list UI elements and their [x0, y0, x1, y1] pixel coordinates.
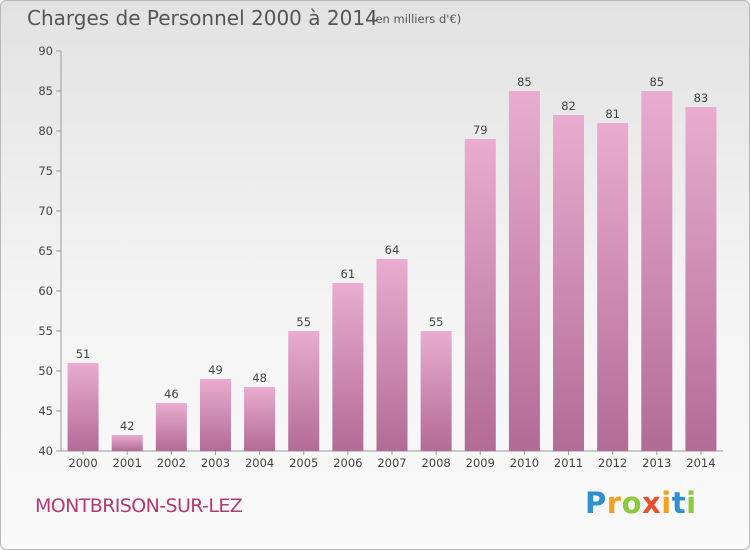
x-tick-label: 2012: [598, 456, 627, 470]
x-tick-label: 2014: [686, 456, 715, 470]
y-tick-label: 50: [38, 364, 53, 378]
x-tick-label: 2001: [113, 456, 142, 470]
y-tick-label: 85: [38, 84, 53, 98]
y-tick-label: 65: [38, 244, 53, 258]
logo-letter: P: [585, 486, 607, 520]
data-labels: 51 42 46 49 48 55 61 64 55 79 85 82 81 85 83: [76, 75, 709, 433]
bar: [553, 115, 585, 451]
y-tick-label: 55: [38, 324, 53, 338]
x-tick-label: 2003: [201, 456, 230, 470]
x-tick-label: 2008: [421, 456, 450, 470]
bar: [288, 331, 320, 451]
data-label: 55: [296, 315, 311, 329]
bar: [464, 139, 496, 451]
data-label: 48: [252, 371, 267, 385]
data-label: 85: [649, 75, 664, 89]
data-label: 49: [208, 363, 223, 377]
y-tick-label: 80: [38, 124, 53, 138]
proxiti-logo: Proxiti: [585, 486, 697, 520]
bar: [244, 387, 276, 451]
commune-name: MONTBRISON-SUR-LEZ: [35, 495, 243, 517]
logo-letter: r: [606, 486, 622, 520]
x-tick-label: 2009: [466, 456, 495, 470]
unit-note: (en milliers d'€): [371, 12, 462, 26]
logo-letter: x: [642, 486, 662, 520]
x-tick-label: 2000: [68, 456, 97, 470]
data-label: 83: [694, 91, 709, 105]
data-label: 85: [517, 75, 532, 89]
y-tick-label: 90: [38, 44, 53, 58]
chart-title: Charges de Personnel 2000 à 2014: [27, 6, 378, 30]
bar: [376, 259, 408, 451]
logo-letter: i: [661, 486, 672, 520]
data-label: 55: [429, 315, 444, 329]
data-label: 81: [605, 107, 620, 121]
bar: [67, 363, 99, 451]
x-tick-label: 2011: [554, 456, 583, 470]
x-tick-label: 2006: [333, 456, 362, 470]
bar: [420, 331, 452, 451]
x-tick-label: 2004: [245, 456, 274, 470]
bar: [641, 91, 673, 451]
y-tick-label: 70: [38, 204, 53, 218]
x-tick-label: 2005: [289, 456, 318, 470]
bar: [332, 283, 364, 451]
y-tick-label: 45: [38, 404, 53, 418]
x-tick-label: 2002: [157, 456, 186, 470]
logo-letter: o: [621, 486, 643, 520]
axes: 40 45 50 55 60 65 70 75 80 85 90 2000 2001 2002 2003 20…: [38, 44, 723, 470]
data-label: 64: [385, 243, 400, 257]
data-label: 51: [76, 347, 91, 361]
x-tick-label: 2007: [377, 456, 406, 470]
y-tick-label: 40: [38, 444, 53, 458]
logo-letter: i: [686, 486, 697, 520]
data-label: 42: [120, 419, 135, 433]
bar: [155, 403, 187, 451]
y-tick-label: 60: [38, 284, 53, 298]
data-label: 46: [164, 387, 179, 401]
data-label: 82: [561, 99, 576, 113]
logo-letter: t: [671, 486, 687, 520]
data-label: 79: [473, 123, 488, 137]
bar: [685, 107, 717, 451]
bars: [67, 91, 717, 451]
bar: [597, 123, 629, 451]
data-label: 61: [341, 267, 356, 281]
y-tick-label: 75: [38, 164, 53, 178]
bar: [111, 435, 143, 451]
bar: [508, 91, 540, 451]
x-tick-label: 2010: [510, 456, 539, 470]
x-tick-label: 2013: [642, 456, 671, 470]
bar: [199, 379, 231, 451]
